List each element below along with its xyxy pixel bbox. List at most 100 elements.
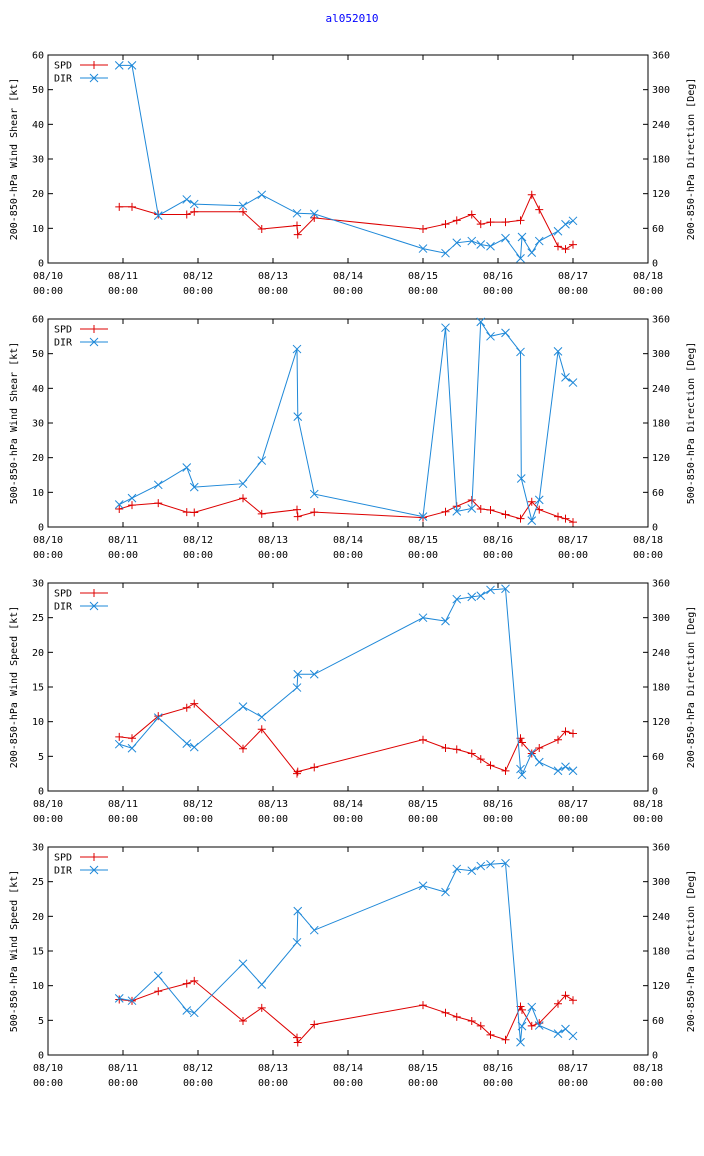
point-dir	[527, 1002, 537, 1012]
y2-tick-label: 60	[652, 752, 664, 763]
point-spd	[310, 508, 319, 517]
y-tick-label: 60	[32, 315, 44, 326]
plot-frame	[47, 846, 649, 1056]
point-dir	[182, 739, 192, 748]
point-dir	[309, 209, 319, 219]
point-dir	[561, 219, 570, 229]
y-tick-label: 25	[32, 613, 44, 624]
y-tick-label: 10	[32, 224, 44, 235]
y2-tick-label: 60	[652, 224, 664, 235]
x-tick-label-time: 00:00	[108, 1078, 138, 1089]
y2-tick-label: 240	[652, 120, 670, 131]
legend-label-dir: DIR	[54, 866, 73, 877]
point-dir	[467, 236, 477, 246]
point-dir	[476, 317, 486, 327]
y2-tick-label: 360	[652, 51, 670, 62]
point-spd	[518, 738, 526, 747]
x-tick-label-time: 00:00	[258, 286, 288, 297]
point-spd	[182, 703, 191, 712]
point-dir	[561, 373, 570, 382]
point-dir	[238, 702, 248, 711]
y2-axis-label: 500-850-hPa Direction [Deg]	[686, 342, 697, 505]
x-tick-label-time: 00:00	[333, 814, 363, 825]
point-dir	[561, 762, 570, 772]
point-dir	[292, 208, 302, 218]
point-dir	[476, 591, 486, 601]
point-dir	[153, 480, 163, 490]
x-tick-label-date: 08/14	[333, 535, 363, 546]
point-dir	[452, 864, 462, 874]
series-line-dir	[119, 64, 574, 260]
point-dir	[293, 669, 303, 679]
point-dir	[517, 232, 527, 242]
point-spd	[190, 508, 199, 517]
point-dir	[293, 412, 303, 421]
point-spd	[569, 518, 577, 527]
x-tick-label-date: 08/13	[258, 535, 288, 546]
point-dir	[114, 61, 124, 70]
point-dir	[418, 881, 428, 891]
point-spd	[486, 761, 495, 770]
x-tick-label-date: 08/12	[183, 1063, 213, 1074]
point-dir	[293, 906, 303, 916]
y-tick-label: 10	[32, 717, 44, 728]
point-spd	[293, 505, 301, 514]
y2-tick-label: 60	[652, 1016, 664, 1027]
point-dir	[553, 766, 563, 776]
point-spd	[476, 504, 485, 513]
point-dir	[486, 241, 495, 251]
point-dir	[517, 770, 527, 780]
point-dir	[467, 866, 477, 876]
point-dir	[153, 211, 163, 220]
point-spd	[569, 996, 577, 1005]
x-tick-label-date: 08/10	[33, 271, 63, 282]
legend-label-dir: DIR	[54, 602, 73, 613]
y-tick-label: 40	[32, 384, 44, 395]
point-spd	[293, 1038, 302, 1047]
x-tick-label-time: 00:00	[483, 286, 513, 297]
legend-label-dir: DIR	[54, 74, 73, 85]
x-tick-label-date: 08/18	[633, 799, 663, 810]
point-dir	[486, 331, 495, 341]
point-dir	[527, 748, 537, 758]
point-dir	[527, 248, 537, 257]
point-dir	[561, 1024, 570, 1034]
point-spd	[535, 744, 544, 753]
x-tick-label-time: 00:00	[108, 814, 138, 825]
point-spd	[476, 220, 485, 229]
point-spd	[501, 766, 510, 775]
x-tick-label-date: 08/12	[183, 799, 213, 810]
point-dir	[534, 236, 544, 246]
point-dir	[189, 482, 199, 492]
point-dir	[114, 994, 124, 1003]
point-dir	[486, 585, 495, 595]
point-spd	[182, 210, 191, 219]
y-tick-label: 10	[32, 488, 44, 499]
x-tick-label-date: 08/13	[258, 1063, 288, 1074]
x-tick-label-date: 08/17	[558, 1063, 588, 1074]
point-spd	[501, 218, 510, 227]
point-spd	[441, 1008, 450, 1017]
point-dir	[568, 766, 578, 776]
x-tick-label-time: 00:00	[333, 1078, 363, 1089]
x-tick-label-time: 00:00	[408, 550, 438, 561]
x-tick-label-date: 08/18	[633, 271, 663, 282]
point-dir	[127, 61, 137, 70]
legend-marker-dir	[89, 337, 99, 347]
x-tick-label-time: 00:00	[633, 550, 663, 561]
point-spd	[310, 1020, 319, 1029]
x-tick-label-date: 08/13	[258, 799, 288, 810]
series-line-dir	[119, 588, 574, 777]
y-tick-label: 10	[32, 981, 44, 992]
x-tick-label-date: 08/14	[333, 271, 363, 282]
point-dir	[476, 240, 486, 249]
x-tick-label-time: 00:00	[483, 814, 513, 825]
legend-label-spd: SPD	[54, 325, 72, 336]
x-tick-label-date: 08/11	[108, 271, 138, 282]
point-dir	[127, 996, 137, 1006]
point-dir	[127, 493, 137, 503]
point-spd	[115, 995, 124, 1004]
point-dir	[257, 980, 267, 989]
point-dir	[441, 323, 450, 333]
x-tick-label-time: 00:00	[633, 286, 663, 297]
